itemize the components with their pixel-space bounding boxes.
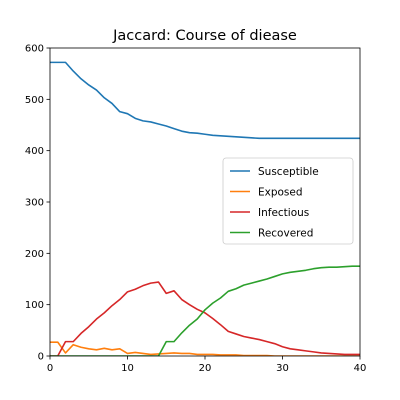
y-tick-label: 100 [25, 300, 44, 311]
legend-label-exposed: Exposed [258, 187, 303, 199]
x-tick-label: 30 [276, 363, 289, 374]
x-tick-label: 40 [354, 363, 367, 374]
y-tick-label: 600 [25, 44, 44, 55]
y-tick-label: 300 [25, 198, 44, 209]
y-tick-label: 400 [25, 146, 44, 157]
y-tick-label: 200 [25, 249, 44, 260]
legend-label-susceptible: Susceptible [258, 166, 319, 178]
y-tick-label: 0 [38, 352, 44, 363]
x-tick-label: 10 [121, 363, 134, 374]
series-line-infectious [50, 281, 360, 356]
legend-box [222, 157, 354, 245]
series-line-exposed [50, 341, 360, 356]
legend: Susceptible Exposed Infectious Recovered [222, 157, 354, 245]
y-tick-label: 500 [25, 95, 44, 106]
y-axis: 0 100 200 300 400 500 600 [25, 44, 50, 363]
series-line-susceptible [50, 61, 360, 140]
chart-title: Jaccard: Course of diease [112, 28, 297, 44]
x-tick-label: 20 [199, 363, 212, 374]
series-lines [50, 61, 360, 356]
legend-label-recovered: Recovered [258, 228, 313, 240]
legend-label-infectious: Infectious [258, 207, 309, 219]
x-axis: 0 10 20 30 40 [47, 356, 367, 374]
series-line-recovered [50, 265, 360, 356]
x-tick-label: 0 [47, 363, 53, 374]
